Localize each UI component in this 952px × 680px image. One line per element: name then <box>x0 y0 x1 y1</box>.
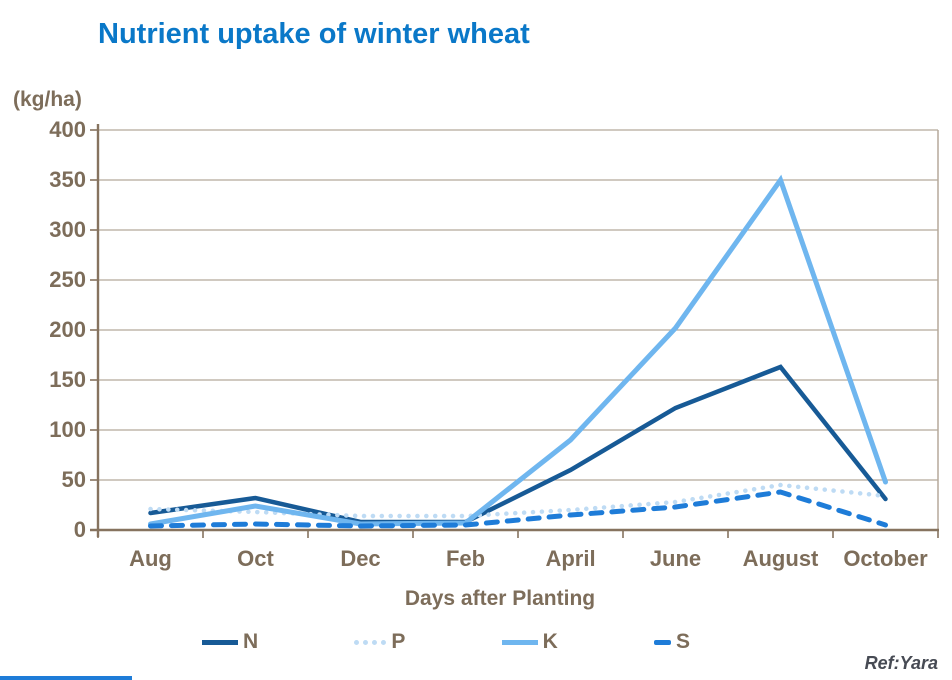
y-tick-label-100: 100 <box>49 417 86 442</box>
legend-label-s: S <box>675 630 690 653</box>
legend-item-k: K <box>501 630 558 654</box>
x-tick-label-dec: Dec <box>340 546 381 571</box>
source-reference: Ref:Yara <box>864 653 938 673</box>
legend-label-k: K <box>542 630 558 653</box>
legend-swatch-p-icon <box>354 639 387 645</box>
x-tick-label-june: June <box>649 546 702 571</box>
legend-swatch-n-icon <box>202 639 238 645</box>
y-tick-label-300: 300 <box>49 217 86 242</box>
x-tick-label-aug: Aug <box>129 546 172 571</box>
legend-item-n: N <box>202 630 258 654</box>
legend-swatch-s-icon <box>653 639 671 645</box>
y-tick-label-50: 50 <box>61 467 86 492</box>
y-tick-label-350: 350 <box>49 167 86 192</box>
y-tick-label-150: 150 <box>49 367 86 392</box>
y-tick-label-0: 0 <box>73 517 86 542</box>
legend-item-p: P <box>354 630 405 654</box>
series-line-n <box>148 364 888 525</box>
series-line-s <box>148 489 888 529</box>
x-tick-label-feb: Feb <box>445 546 486 571</box>
y-axis-unit-label: (kg/ha) <box>13 88 82 111</box>
x-tick-label-april: April <box>545 546 596 571</box>
x-axis-title: Days after Planting <box>404 587 596 610</box>
y-tick-label-200: 200 <box>49 317 86 342</box>
footer-accent-line <box>0 676 132 680</box>
series-line-k <box>148 174 888 527</box>
legend-label-n: N <box>243 630 259 653</box>
legend-item-s: S <box>653 630 690 654</box>
x-tick-label-august: August <box>742 546 819 571</box>
y-tick-label-400: 400 <box>49 117 86 142</box>
legend-label-p: P <box>391 630 406 653</box>
x-tick-label-oct: Oct <box>237 546 274 571</box>
chart-title: Nutrient uptake of winter wheat <box>98 18 530 50</box>
y-tick-label-250: 250 <box>49 267 86 292</box>
legend-swatch-k-icon <box>501 639 538 645</box>
series-line-p <box>148 482 888 519</box>
x-tick-label-october: October <box>843 546 928 571</box>
